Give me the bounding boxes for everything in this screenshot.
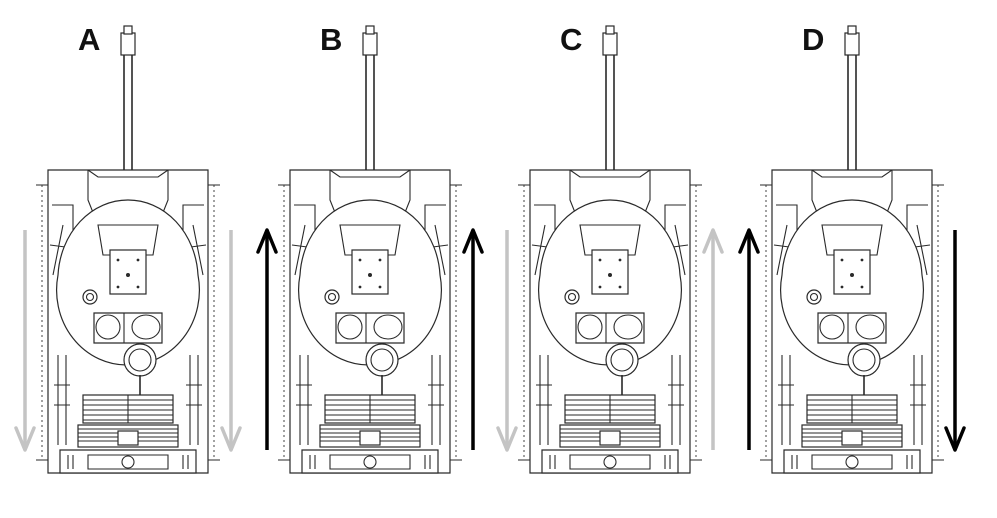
left-track-arrow-up-icon [738, 228, 760, 452]
panels-layer: A B C D [14, 22, 966, 474]
tank-top-view-icon [277, 25, 463, 474]
panel-label: B [320, 22, 342, 57]
tank-top-view-icon [759, 25, 945, 474]
right-track-arrow-up-icon [702, 228, 724, 452]
left-track-arrow-up-icon [256, 228, 278, 452]
panel-label: C [560, 22, 582, 57]
right-track-arrow-up-icon [462, 228, 484, 452]
tank-top-view-icon [35, 25, 221, 474]
panel-b: B [256, 22, 484, 474]
panel-d: D [738, 22, 966, 474]
left-track-arrow-down-icon [14, 228, 36, 452]
panel-c: C [496, 22, 724, 474]
right-track-arrow-down-icon [944, 228, 966, 452]
panel-label: A [78, 22, 100, 57]
panel-a: A [14, 22, 242, 474]
tank-top-view-icon [517, 25, 703, 474]
left-track-arrow-down-icon [496, 228, 518, 452]
panel-label: D [802, 22, 824, 57]
right-track-arrow-down-icon [220, 228, 242, 452]
